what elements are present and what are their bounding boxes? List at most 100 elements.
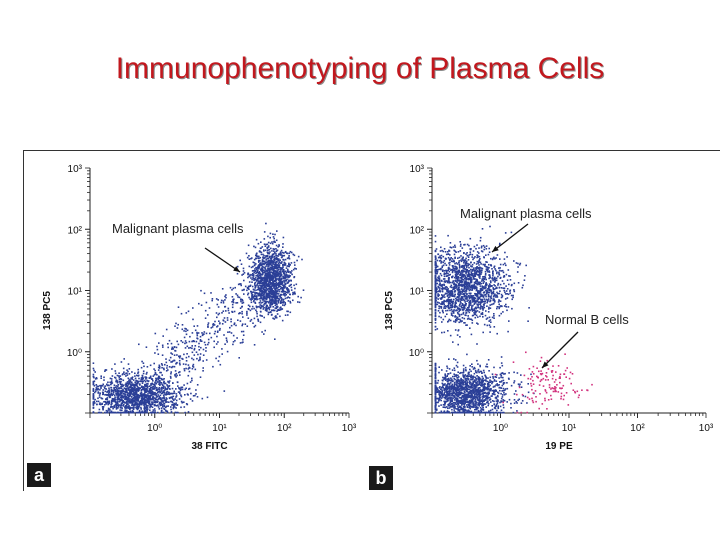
data-point [497,282,500,285]
data-point [253,245,255,248]
data-point [140,378,142,381]
data-point [179,363,181,366]
data-point [129,398,131,400]
data-point [233,322,236,324]
data-point [177,391,180,393]
data-point [462,313,465,315]
data-point [145,378,147,380]
data-point [253,344,256,346]
data-point [97,392,99,394]
data-point [493,326,496,328]
data-point [167,343,169,345]
data-point [198,342,200,345]
data-point [117,384,119,386]
data-point [444,315,447,318]
data-point [124,383,127,386]
data-point [446,294,449,296]
data-point [161,383,163,386]
data-point [106,397,109,399]
data-point [503,258,506,260]
data-point [168,366,171,368]
data-point [111,368,113,370]
data-point [115,408,118,410]
data-point [452,300,454,303]
data-point [494,294,496,297]
data-point [165,328,168,331]
data-point [185,330,187,333]
data-point [449,294,452,297]
data-point [127,401,130,403]
data-point [449,261,451,264]
data-point [463,304,465,306]
data-point [122,367,125,370]
data-point [282,266,284,269]
data-point [452,302,454,305]
data-point [452,246,455,248]
data-point [185,387,187,390]
data-point [461,288,463,290]
data-point [471,270,474,272]
data-point [231,303,234,306]
data-point [202,360,204,362]
data-point [124,406,126,408]
data-point [129,410,132,413]
data-point [464,262,467,264]
data-point [197,332,200,334]
data-point [475,310,477,313]
data-point [121,411,123,414]
data-point [453,253,456,256]
data-point [477,298,479,301]
data-point [447,290,449,292]
data-point [479,291,481,293]
data-point [452,288,454,291]
data-point [137,406,140,409]
data-point [233,310,236,313]
data-point [479,275,481,277]
data-point [125,389,127,391]
data-point [133,411,135,414]
data-point [128,379,130,381]
data-point [459,241,461,243]
data-point [240,300,242,303]
data-point [254,284,256,286]
data-point [108,400,110,403]
data-point [469,278,472,281]
data-point [250,292,253,295]
data-point [269,236,271,239]
data-point [261,301,264,304]
data-point [284,263,287,265]
data-point [276,297,279,300]
data-point [143,387,146,390]
data-point [270,299,273,301]
data-point [458,315,461,318]
data-point [468,311,471,314]
data-point [276,299,278,302]
data-point [444,292,447,295]
data-point [108,390,111,393]
data-point [251,308,253,310]
data-point [493,288,496,290]
data-point [145,408,148,411]
data-point [475,247,477,250]
data-point [110,404,113,406]
data-point [190,392,192,395]
data-point [112,406,114,408]
data-point [159,380,161,382]
data-point [137,368,139,371]
data-point [294,293,296,295]
data-point [465,257,467,260]
data-point [150,383,153,385]
data-point [444,281,446,283]
data-point [183,401,185,403]
data-point [271,250,273,252]
data-point [255,305,258,308]
data-point [174,403,177,406]
data-point [136,384,138,387]
y-axis-label: 138 PC5 [384,291,395,330]
data-point [477,271,480,273]
data-point [163,391,166,394]
data-point [271,259,273,262]
data-point [259,321,262,324]
data-point [445,309,447,312]
data-point [434,304,437,306]
